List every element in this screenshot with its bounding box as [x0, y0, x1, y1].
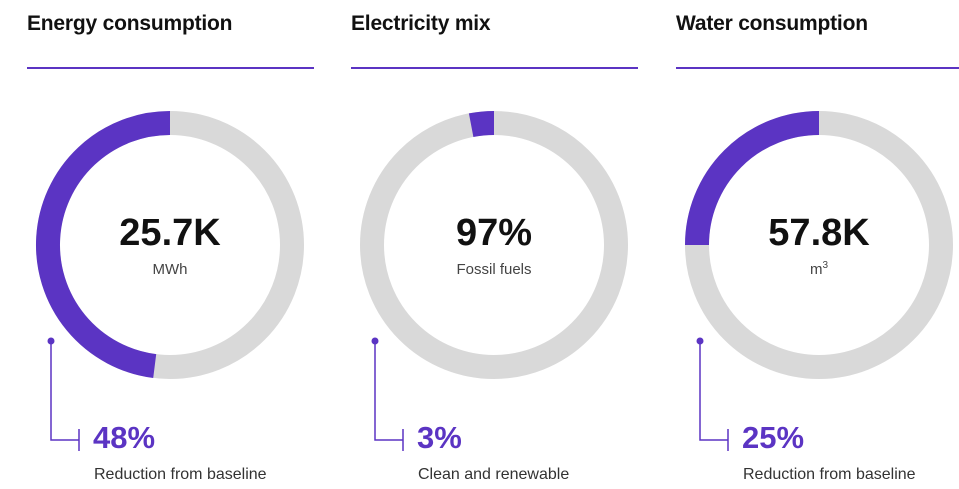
panel-title: Electricity mix [351, 12, 491, 35]
stat-label: Reduction from baseline [743, 466, 916, 483]
electricity-panel: Electricity mix 97% Fossil fuels 3% Clea… [351, 0, 651, 489]
water-panel: Water consumption 57.8K m3 25% Reduction… [676, 0, 959, 489]
divider [27, 67, 314, 69]
donut-highlight-segment [468, 111, 495, 137]
center-value: 25.7K [119, 212, 221, 254]
stat-label: Clean and renewable [418, 466, 570, 483]
energy-panel: Energy consumption 25.7K MWh 48% Reducti… [27, 0, 327, 489]
center-unit: MWh [153, 261, 188, 278]
stat-label: Reduction from baseline [94, 466, 267, 483]
stat-value: 48% [93, 420, 156, 455]
callout-line [50, 341, 80, 451]
stat-value: 25% [742, 420, 805, 455]
donut-chart: 97% Fossil fuels [360, 111, 628, 451]
panel-title: Energy consumption [27, 12, 233, 35]
center-value: 97% [456, 212, 532, 254]
donut-highlight-segment [35, 111, 171, 378]
panel-title: Water consumption [676, 12, 868, 35]
callout-line [699, 341, 729, 451]
center-unit: Fossil fuels [456, 261, 531, 278]
divider [676, 67, 959, 69]
stat-value: 3% [417, 420, 462, 455]
center-unit: m3 [810, 260, 829, 278]
donut-highlight-segment [685, 111, 820, 246]
callout-line [374, 341, 404, 451]
unit-superscript: 3 [822, 260, 828, 271]
unit-base: m [810, 261, 823, 278]
donut-chart: 25.7K MWh [35, 111, 304, 451]
divider [351, 67, 638, 69]
donut-chart: 57.8K m3 [685, 111, 953, 451]
center-value: 57.8K [768, 212, 870, 254]
